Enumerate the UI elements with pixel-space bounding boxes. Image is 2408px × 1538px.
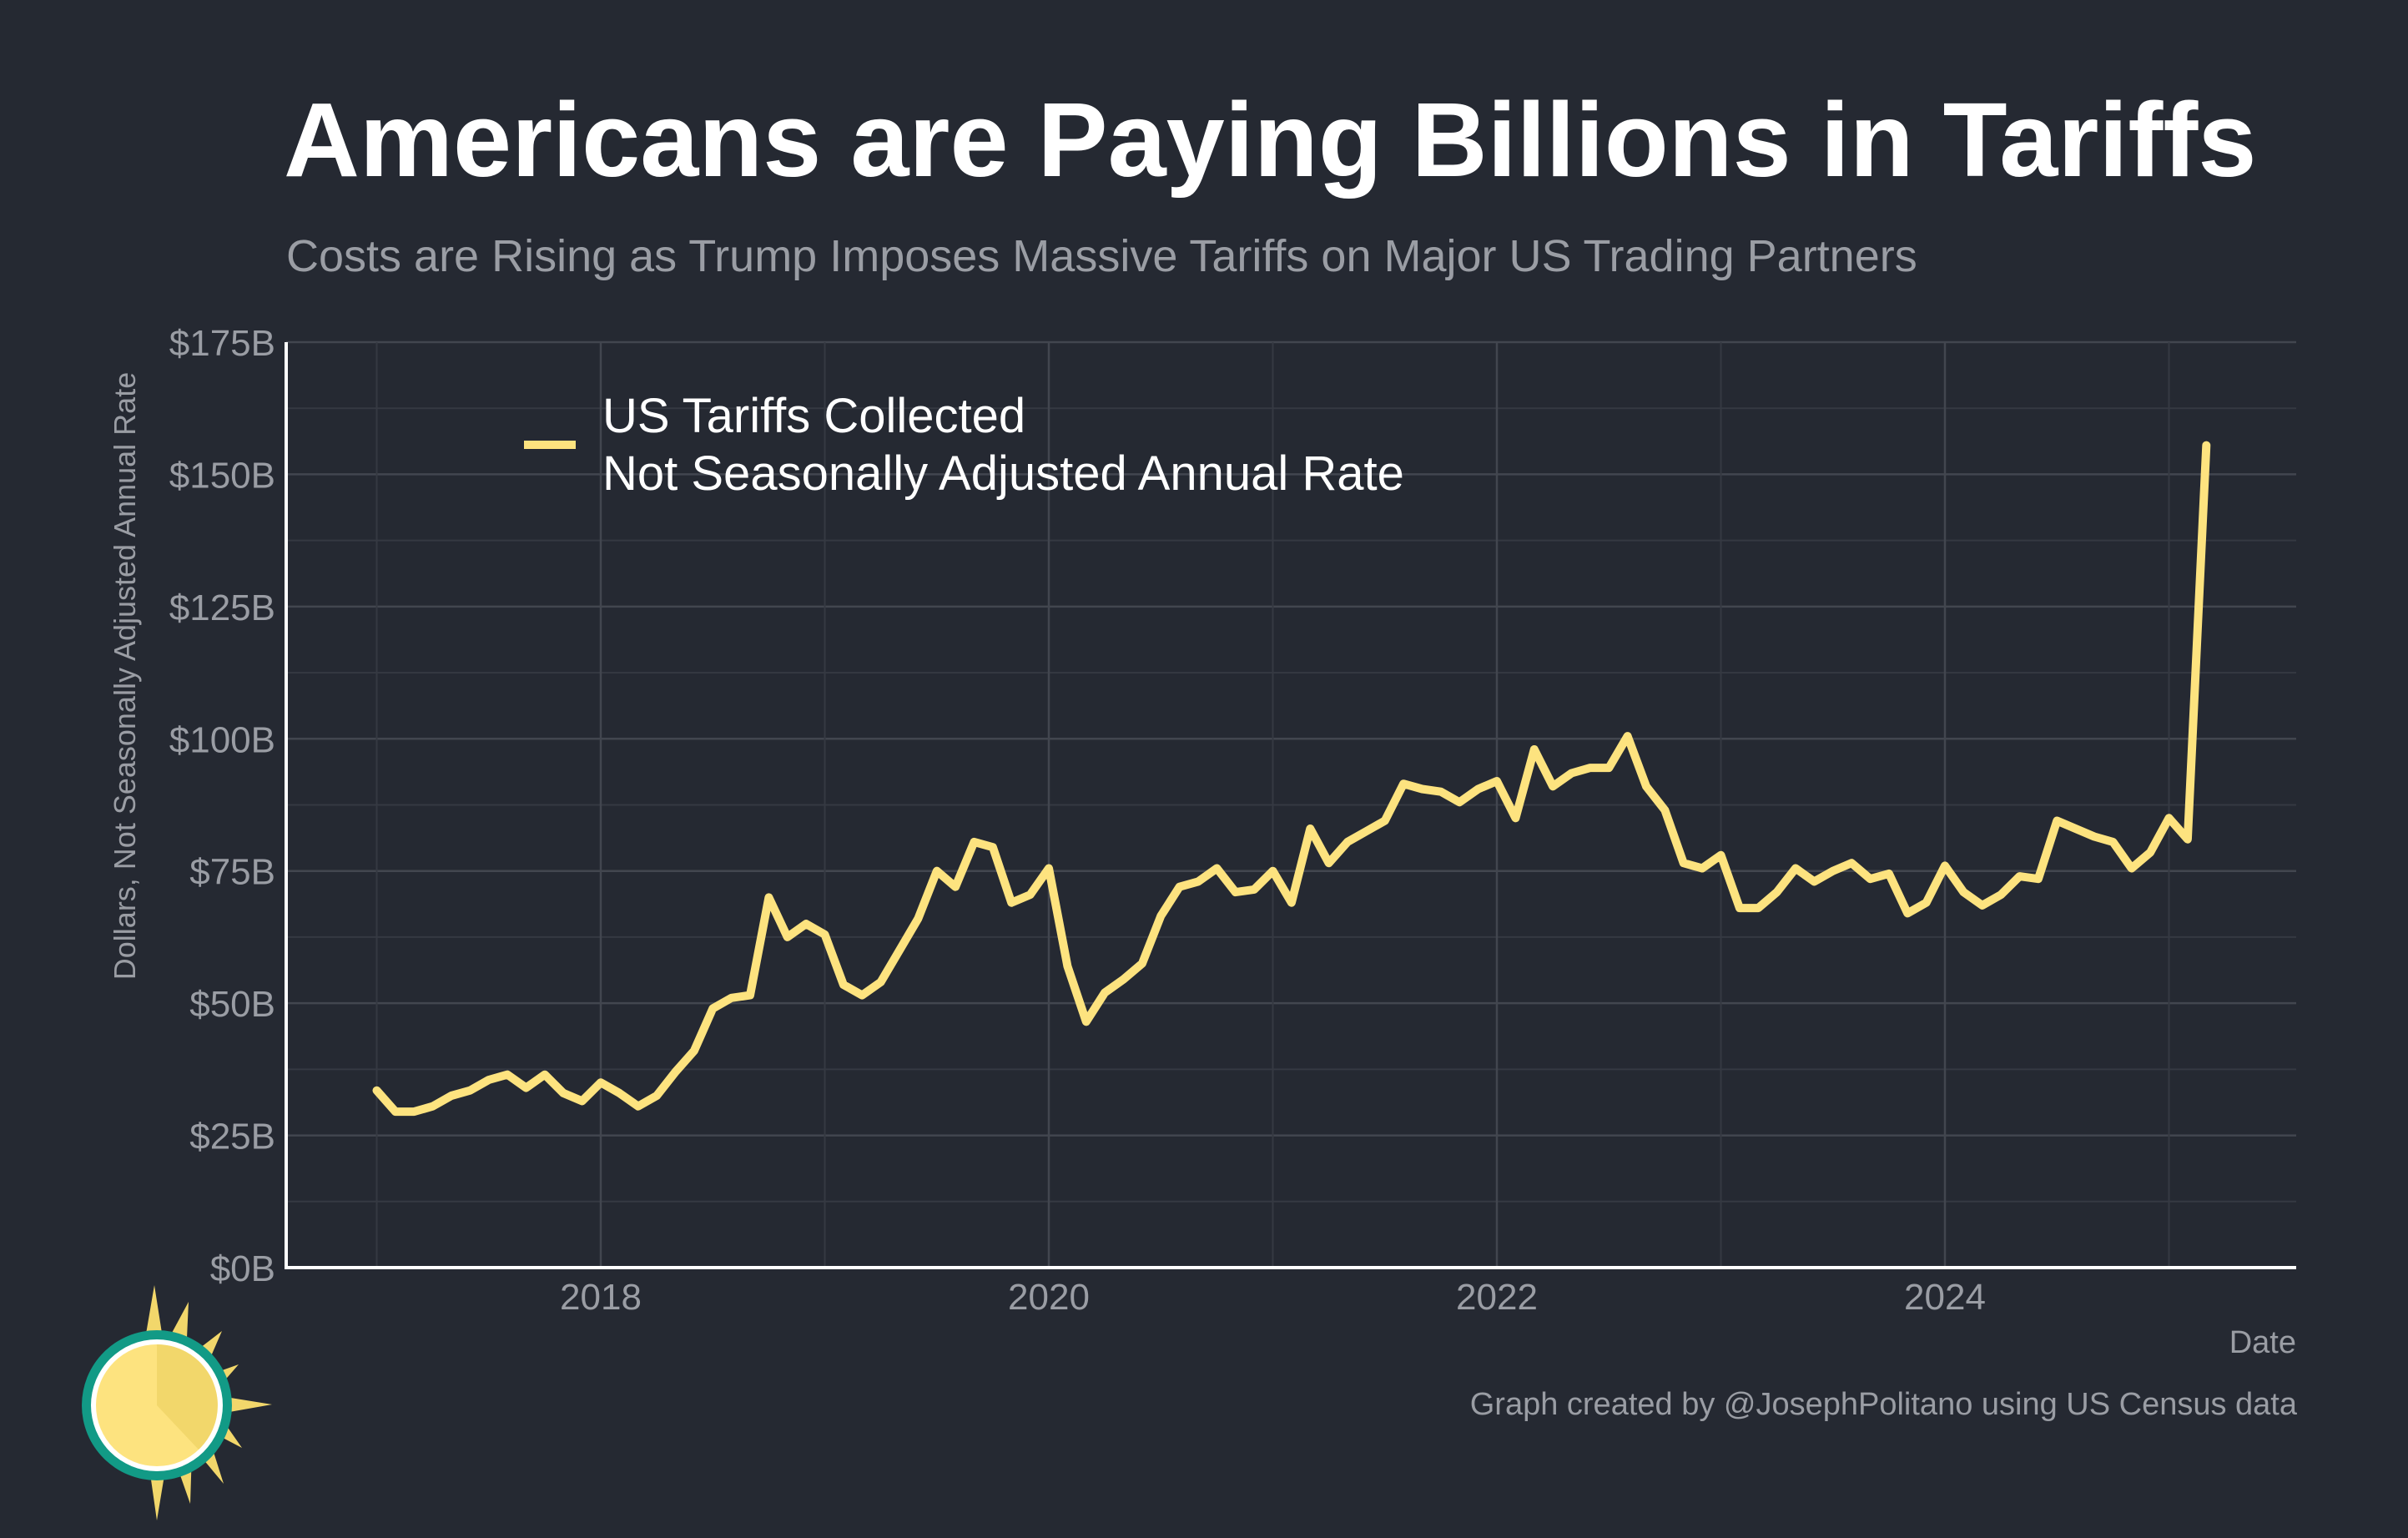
credit-text: Graph created by @JosephPolitano using U… — [1469, 1387, 2297, 1422]
y-axis-label: Dollars, Not Seasonally Adjusted Annual … — [108, 372, 142, 980]
x-tick-label: 2024 — [1904, 1277, 1986, 1318]
y-tick-label: $50B — [189, 984, 275, 1025]
y-tick-label: $0B — [210, 1248, 275, 1289]
y-tick-label: $150B — [169, 455, 275, 496]
x-tick-label: 2020 — [1008, 1277, 1090, 1318]
legend-label-series: US Tariffs Collected — [602, 389, 1025, 443]
x-axis-label: Date — [2229, 1325, 2296, 1360]
x-tick-label: 2022 — [1456, 1277, 1538, 1318]
x-tick-label: 2018 — [560, 1277, 642, 1318]
y-tick-label: $75B — [189, 852, 275, 893]
y-tick-labels: $0B $25B $50B $75B $100B $125B $150B $175B — [169, 323, 275, 1289]
y-tick-label: $175B — [169, 323, 275, 364]
legend: US Tariffs Collected Not Seasonally Adju… — [524, 389, 1404, 501]
y-tick-label: $125B — [169, 587, 275, 628]
series-line-us-tariffs — [372, 441, 2211, 1117]
grid — [286, 340, 2296, 1269]
legend-label-measure: Not Seasonally Adjusted Annual Rate — [602, 446, 1404, 501]
sun-logo-icon — [82, 1285, 272, 1520]
axes — [285, 342, 2296, 1269]
y-tick-label: $25B — [189, 1117, 275, 1157]
chart-title: Americans are Paying Billions in Tariffs — [284, 81, 2257, 199]
chart-subtitle: Costs are Rising as Trump Imposes Massiv… — [286, 231, 1917, 281]
x-tick-labels: 2018 2020 2022 2024 — [560, 1277, 1986, 1318]
y-tick-label: $100B — [169, 719, 275, 760]
